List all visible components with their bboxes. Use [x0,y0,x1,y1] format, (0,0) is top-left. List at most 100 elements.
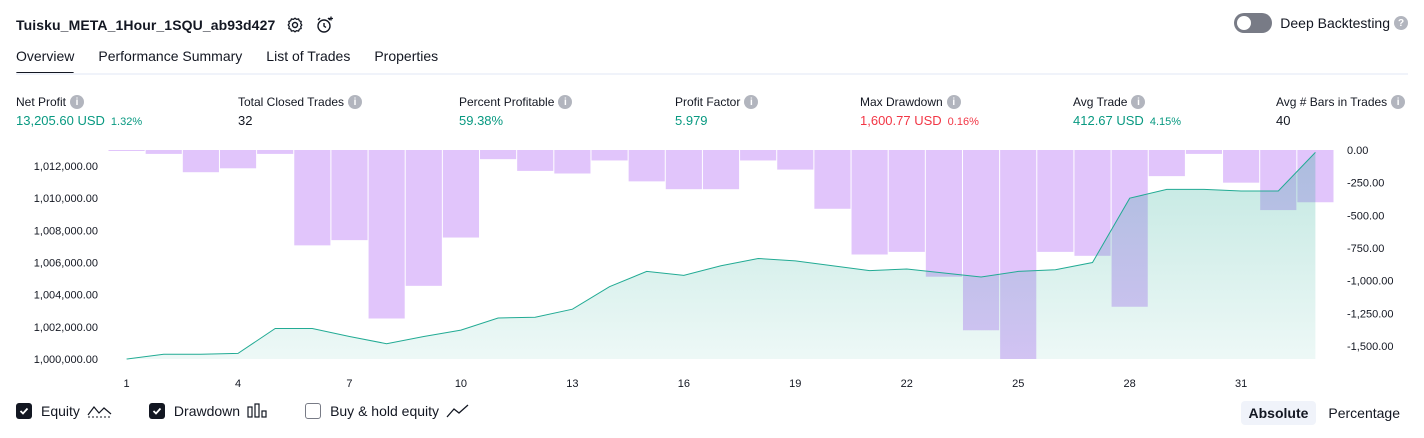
info-icon[interactable]: i [1391,95,1406,109]
info-icon[interactable]: i [946,95,961,109]
metric-value: 13,205.60 USD [16,113,105,128]
drawdown-bar[interactable] [442,150,480,238]
equity-drawdown-chart[interactable]: 1,000,000.00 1,002,000.00 1,004,000.00 1,00… [0,140,1424,395]
x-tick: 28 [1124,378,1136,390]
equity-checkbox[interactable] [16,403,32,419]
add-alert-clock-icon[interactable] [315,15,335,35]
y-right-tick: -1,000.00 [1347,276,1393,288]
percentage-button[interactable]: Percentage [1328,405,1400,421]
drawdown-bar[interactable] [1074,150,1111,256]
metric-total-closed-trades: Total Closed Trades i 32 [238,94,363,129]
y-left-tick: 1,004,000.00 [34,290,98,302]
x-tick: 10 [455,378,467,390]
drawdown-bar[interactable] [1037,150,1074,252]
drawdown-bar[interactable] [554,150,591,174]
drawdown-bar[interactable] [1223,150,1260,183]
drawdown-bars-icon [247,403,269,419]
drawdown-bar[interactable] [145,150,182,154]
x-tick: 1 [124,378,130,390]
legend-drawdown[interactable]: Drawdown [148,403,269,419]
drawdown-bar[interactable] [480,150,517,160]
x-tick: 19 [789,378,801,390]
drawdown-bar[interactable] [1185,150,1223,154]
metric-label: Total Closed Trades [238,95,345,109]
metric-label: Avg Trade [1073,95,1128,109]
y-left-tick: 1,012,000.00 [34,161,98,173]
y-left-tick: 1,002,000.00 [34,322,98,334]
drawdown-bar[interactable] [888,150,925,252]
drawdown-bar[interactable] [219,150,257,169]
drawdown-bar[interactable] [405,150,442,286]
metric-label: Profit Factor [675,95,741,109]
info-icon[interactable]: i [744,95,759,109]
buy-hold-checkbox[interactable] [305,403,322,419]
drawdown-bar[interactable] [740,150,777,161]
drawdown-bar[interactable] [628,150,665,182]
info-icon[interactable]: i [70,95,85,109]
x-tick: 31 [1235,378,1247,390]
tab-properties[interactable]: Properties [374,48,439,64]
x-tick: 22 [901,378,913,390]
y-right-tick: -750.00 [1347,243,1384,255]
chart-legend: Equity Drawdown Buy & hold equity [16,403,506,419]
tab-list-of-trades[interactable]: List of Trades [266,48,351,64]
strategy-title: Tuisku_META_1Hour_1SQU_ab93d427 [16,17,276,33]
equity-line-icon [87,403,113,419]
deep-backtesting: Deep Backtesting ? [1234,13,1408,33]
drawdown-bar[interactable] [777,150,814,170]
settings-gear-icon[interactable] [285,15,305,35]
info-icon[interactable]: i [558,95,573,109]
tab-divider [16,73,1408,75]
drawdown-bar[interactable] [331,150,368,241]
y-right-tick: 0.00 [1347,145,1368,157]
drawdown-bar[interactable] [368,150,405,319]
y-right-tick: -1,500.00 [1347,341,1393,353]
drawdown-bar[interactable] [182,150,219,173]
drawdown-bar[interactable] [1148,150,1185,177]
y-right-tick: -1,250.00 [1347,308,1393,320]
metric-percent: 4.15% [1149,116,1182,128]
legend-equity[interactable]: Equity [16,403,113,419]
drawdown-bar[interactable] [814,150,851,209]
deep-backtesting-label: Deep Backtesting [1280,15,1390,31]
value-mode-switch: Absolute Percentage [1237,401,1409,425]
absolute-button[interactable]: Absolute [1240,401,1317,425]
info-icon[interactable]: i [348,95,363,109]
metric-percent: 1.32% [110,116,143,128]
legend-buy-hold[interactable]: Buy & hold equity [305,403,470,419]
drawdown-bar[interactable] [257,150,294,154]
drawdown-bar[interactable] [851,150,888,255]
drawdown-bar[interactable] [702,150,740,190]
info-icon[interactable]: i [1131,95,1146,109]
metric-percent: 0.16% [947,116,979,128]
drawdown-bar[interactable] [591,150,628,161]
strategy-header: Tuisku_META_1Hour_1SQU_ab93d427 [16,14,335,36]
y-left-tick: 1,006,000.00 [34,258,98,270]
metric-profit-factor: Profit Factor i 5.979 [675,94,759,129]
drawdown-bar[interactable] [665,150,702,190]
metric-label: Net Profit [16,95,67,109]
drawdown-bar[interactable] [517,150,554,171]
metric-label: Avg # Bars in Trades [1276,95,1388,109]
deep-backtesting-toggle[interactable] [1234,13,1273,33]
tab-overview[interactable]: Overview [16,48,75,75]
drawdown-bar[interactable] [294,150,331,246]
metric-label: Max Drawdown [860,95,943,109]
drawdown-bar[interactable] [108,150,145,151]
metric-avg-trade: Avg Trade i 412.67 USD 4.15% [1073,94,1181,129]
drawdown-checkbox[interactable] [148,403,165,419]
equity-label: Equity [41,403,80,419]
tab-performance-summary[interactable]: Performance Summary [98,48,243,64]
report-tabs: Overview Performance Summary List of Tra… [16,48,462,75]
drawdown-label: Drawdown [173,403,241,419]
metric-value: 5.979 [675,113,708,128]
x-tick: 4 [235,378,241,390]
y-right-tick: -250.00 [1347,178,1384,190]
metric-max-drawdown: Max Drawdown i 1,600.77 USD 0.16% [860,94,979,129]
drawdown-bar[interactable] [925,150,962,277]
help-icon[interactable]: ? [1394,16,1408,30]
equity-area [126,152,1316,359]
equity-line[interactable] [126,152,1316,360]
x-tick: 13 [566,378,578,390]
metric-value: 40 [1276,113,1291,128]
